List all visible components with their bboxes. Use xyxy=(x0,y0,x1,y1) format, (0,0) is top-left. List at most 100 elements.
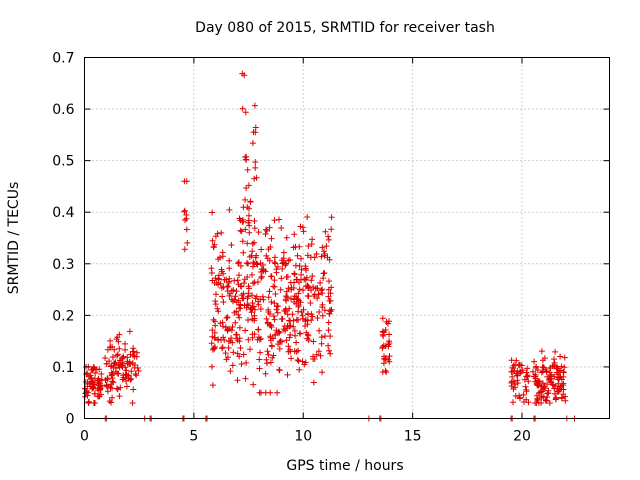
data-point xyxy=(256,356,263,363)
data-point xyxy=(209,382,216,389)
data-point xyxy=(510,399,516,406)
data-point xyxy=(131,364,138,371)
data-point xyxy=(237,227,244,234)
data-point xyxy=(242,109,249,116)
y-tick-label: 0.5 xyxy=(52,154,74,170)
data-point xyxy=(129,360,136,367)
data-point xyxy=(523,369,530,376)
data-point xyxy=(545,387,552,394)
data-point xyxy=(258,246,265,253)
data-point xyxy=(317,279,324,286)
data-point xyxy=(238,292,245,299)
data-point xyxy=(271,259,278,266)
data-point xyxy=(128,368,135,375)
data-point xyxy=(517,368,523,375)
data-point xyxy=(555,388,562,395)
data-point xyxy=(242,327,249,334)
data-point xyxy=(287,331,294,338)
data-point xyxy=(211,329,218,336)
data-point xyxy=(242,196,249,203)
data-point xyxy=(215,308,222,315)
data-point xyxy=(219,293,226,300)
data-point xyxy=(320,270,327,277)
data-point xyxy=(133,372,140,379)
data-point xyxy=(244,204,251,211)
data-point xyxy=(263,315,270,322)
data-point xyxy=(322,228,329,235)
data-point xyxy=(249,334,256,341)
data-point xyxy=(326,347,332,354)
data-point xyxy=(129,400,136,406)
data-point xyxy=(282,260,289,267)
data-point xyxy=(525,378,532,385)
data-point xyxy=(286,334,293,341)
data-point xyxy=(129,348,136,355)
data-point xyxy=(293,276,300,283)
data-point xyxy=(304,214,311,220)
data-point xyxy=(226,292,233,299)
data-point xyxy=(291,293,298,300)
data-point xyxy=(551,361,558,368)
data-point xyxy=(110,379,117,386)
data-point xyxy=(281,308,288,314)
data-point xyxy=(553,369,560,376)
y-axis-label: SRMTID / TECUs xyxy=(6,182,22,295)
data-point xyxy=(92,370,99,376)
data-point xyxy=(327,350,334,357)
data-point xyxy=(308,277,315,284)
data-point xyxy=(229,362,236,369)
data-point xyxy=(283,293,289,300)
data-point xyxy=(240,249,247,256)
data-point xyxy=(300,287,306,294)
data-point xyxy=(296,286,303,293)
data-point xyxy=(250,303,257,310)
data-point xyxy=(245,283,252,290)
data-point xyxy=(298,271,305,278)
data-point xyxy=(265,246,272,253)
data-point xyxy=(521,376,528,383)
data-point xyxy=(183,178,190,185)
data-point xyxy=(232,319,239,326)
data-point xyxy=(255,326,262,333)
data-point xyxy=(541,364,547,371)
y-tick-label: 0 xyxy=(66,412,75,428)
data-point xyxy=(114,352,120,359)
y-tick-label: 0.2 xyxy=(52,308,74,324)
data-point xyxy=(561,364,568,371)
data-point xyxy=(265,351,272,358)
x-tick-label: 0 xyxy=(80,429,89,445)
data-point xyxy=(304,335,311,342)
data-point xyxy=(283,337,290,344)
data-point xyxy=(286,305,293,312)
data-point xyxy=(276,339,283,345)
data-point xyxy=(278,316,285,323)
data-point xyxy=(295,303,302,310)
data-point xyxy=(299,312,306,319)
data-point xyxy=(386,353,393,360)
data-point xyxy=(514,372,521,379)
data-point xyxy=(294,252,301,259)
data-point xyxy=(385,320,391,327)
data-point xyxy=(534,367,541,373)
data-point xyxy=(226,206,233,213)
data-point xyxy=(272,291,279,297)
data-point xyxy=(321,250,328,257)
data-point xyxy=(283,274,290,280)
data-point xyxy=(120,353,127,360)
data-point xyxy=(254,279,261,285)
grid-lines xyxy=(84,57,610,419)
data-point xyxy=(538,400,545,406)
data-point xyxy=(90,365,97,372)
data-point xyxy=(248,309,255,316)
data-point xyxy=(522,383,529,390)
data-point xyxy=(181,208,188,215)
data-point xyxy=(212,301,219,308)
y-tick-label: 0.1 xyxy=(52,360,74,376)
data-point xyxy=(285,348,292,355)
data-point xyxy=(267,359,274,366)
data-point xyxy=(275,303,281,309)
data-point xyxy=(249,300,256,306)
data-point xyxy=(314,315,321,321)
data-point xyxy=(290,285,297,291)
data-point xyxy=(116,331,123,338)
